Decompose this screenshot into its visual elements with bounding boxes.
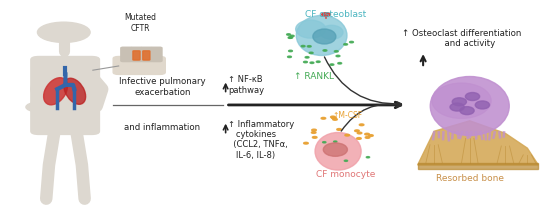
Ellipse shape xyxy=(452,98,466,106)
Ellipse shape xyxy=(315,132,361,170)
Circle shape xyxy=(344,44,348,45)
Ellipse shape xyxy=(432,83,491,119)
Text: ↑ NF-κB
pathway: ↑ NF-κB pathway xyxy=(228,75,265,95)
Circle shape xyxy=(304,142,308,144)
Ellipse shape xyxy=(296,15,347,56)
Circle shape xyxy=(332,117,336,119)
Ellipse shape xyxy=(296,20,326,38)
Circle shape xyxy=(355,130,359,132)
Circle shape xyxy=(289,37,293,38)
Circle shape xyxy=(289,50,293,52)
Ellipse shape xyxy=(43,78,68,105)
Circle shape xyxy=(322,13,331,16)
Circle shape xyxy=(337,128,342,130)
FancyArrowPatch shape xyxy=(341,103,402,131)
Ellipse shape xyxy=(320,25,343,39)
Text: Mutated
CFTR: Mutated CFTR xyxy=(125,13,157,33)
Circle shape xyxy=(365,137,370,138)
Text: Resorbed bone: Resorbed bone xyxy=(436,174,504,183)
Circle shape xyxy=(365,133,370,135)
Circle shape xyxy=(331,116,335,118)
Circle shape xyxy=(338,63,342,64)
Circle shape xyxy=(288,37,292,38)
Ellipse shape xyxy=(465,92,480,100)
Circle shape xyxy=(301,45,305,47)
Text: and inflammation: and inflammation xyxy=(124,123,201,132)
Circle shape xyxy=(330,64,334,65)
Circle shape xyxy=(323,50,327,51)
Circle shape xyxy=(323,142,326,143)
Circle shape xyxy=(345,134,349,136)
FancyBboxPatch shape xyxy=(113,57,166,74)
FancyBboxPatch shape xyxy=(143,51,150,60)
FancyArrowPatch shape xyxy=(324,57,402,106)
Ellipse shape xyxy=(460,107,474,115)
Circle shape xyxy=(321,117,326,119)
Circle shape xyxy=(290,35,294,37)
FancyBboxPatch shape xyxy=(131,47,142,61)
Circle shape xyxy=(305,57,309,58)
Circle shape xyxy=(344,160,348,161)
Circle shape xyxy=(333,119,337,120)
Text: ↑ Inflammatory
   cytokines
  (CCL2, TNFα,
   IL-6, IL-8): ↑ Inflammatory cytokines (CCL2, TNFα, IL… xyxy=(228,120,295,160)
Circle shape xyxy=(288,56,292,58)
Circle shape xyxy=(310,62,314,63)
Ellipse shape xyxy=(450,103,464,111)
FancyBboxPatch shape xyxy=(121,47,133,61)
Circle shape xyxy=(26,102,50,112)
Ellipse shape xyxy=(313,29,336,44)
FancyBboxPatch shape xyxy=(151,47,162,61)
Ellipse shape xyxy=(323,143,348,156)
Text: CF monocyte: CF monocyte xyxy=(316,170,375,179)
FancyBboxPatch shape xyxy=(141,47,152,61)
Circle shape xyxy=(309,52,313,54)
Circle shape xyxy=(366,157,370,158)
FancyBboxPatch shape xyxy=(133,51,140,60)
Circle shape xyxy=(312,137,317,138)
Circle shape xyxy=(358,132,362,134)
Circle shape xyxy=(312,129,316,131)
FancyBboxPatch shape xyxy=(31,57,100,134)
Text: CF osteoblast: CF osteoblast xyxy=(305,10,366,19)
Ellipse shape xyxy=(64,78,86,104)
Polygon shape xyxy=(417,121,538,165)
Circle shape xyxy=(37,22,90,42)
Circle shape xyxy=(334,51,338,52)
Text: ↑M-CSF: ↑M-CSF xyxy=(333,111,363,120)
Circle shape xyxy=(359,124,364,126)
Text: Infective pulmonary
exacerbation: Infective pulmonary exacerbation xyxy=(119,77,206,97)
Circle shape xyxy=(336,55,340,57)
Circle shape xyxy=(316,61,320,63)
Circle shape xyxy=(304,61,307,63)
Text: ↑ RANKL: ↑ RANKL xyxy=(294,72,334,81)
Ellipse shape xyxy=(430,77,509,135)
Circle shape xyxy=(350,41,354,43)
Circle shape xyxy=(307,46,311,47)
Circle shape xyxy=(334,141,337,142)
Polygon shape xyxy=(417,163,538,169)
Circle shape xyxy=(311,132,316,133)
Circle shape xyxy=(287,34,290,35)
Circle shape xyxy=(368,135,373,137)
Circle shape xyxy=(356,138,361,139)
Text: ↑ Osteoclast differentiation
      and activity: ↑ Osteoclast differentiation and activit… xyxy=(402,29,521,48)
Ellipse shape xyxy=(475,101,490,109)
